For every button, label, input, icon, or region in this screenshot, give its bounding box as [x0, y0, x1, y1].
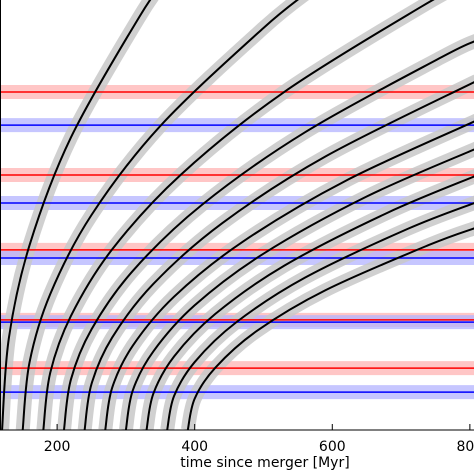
curve: [62, 40, 474, 430]
curve: [83, 81, 474, 430]
curve: [124, 148, 474, 430]
curve: [21, 0, 299, 430]
curve: [186, 227, 474, 430]
x-tick-label: 400: [181, 439, 208, 455]
axes: 200 400 600 800: [0, 0, 474, 455]
curve: [166, 202, 474, 430]
curve: [145, 175, 474, 430]
x-tick-label: 800: [457, 439, 474, 455]
plot-area: [0, 0, 474, 430]
x-tick-label: 200: [44, 439, 71, 455]
curve: [104, 120, 474, 430]
x-tick-label: 600: [319, 439, 346, 455]
x-axis-label: time since merger [Myr]: [180, 455, 349, 471]
curve: [1, 0, 152, 430]
curve: [42, 0, 435, 430]
